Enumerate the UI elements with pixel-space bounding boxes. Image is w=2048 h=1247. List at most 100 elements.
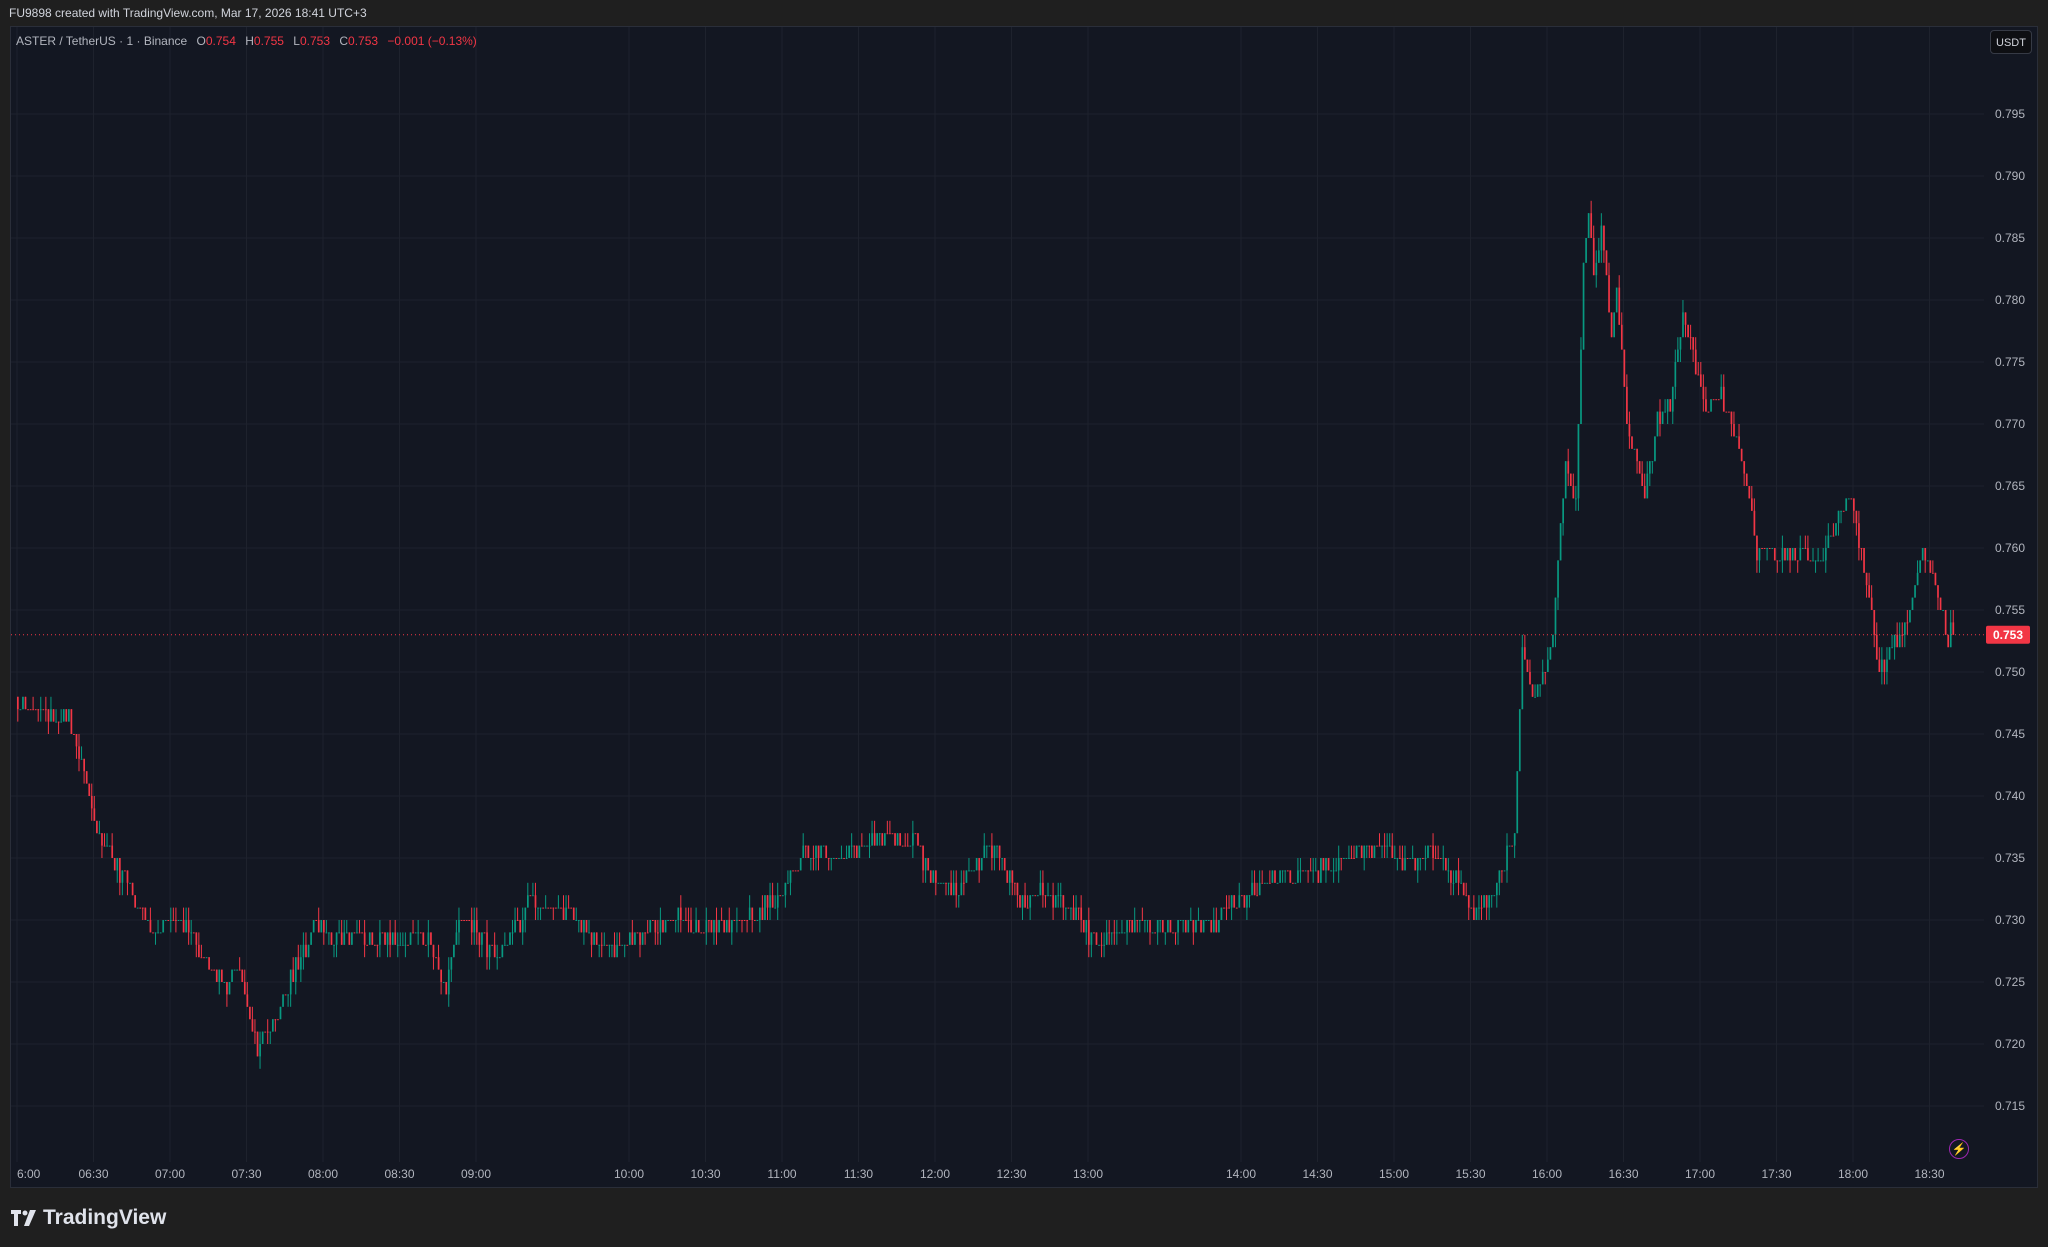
candle-body (631, 932, 634, 945)
candle-body (687, 920, 690, 921)
candle-body (259, 1044, 261, 1057)
candle-body (1151, 932, 1154, 934)
candle-body (1286, 870, 1289, 872)
candle-body (957, 895, 960, 897)
candle-body (1817, 560, 1819, 562)
candle-body (1947, 634, 1950, 648)
candle-body (1924, 548, 1927, 561)
candle-body (876, 833, 879, 846)
candle-body (1133, 920, 1136, 933)
candle-body (1373, 845, 1376, 858)
symbol-legend[interactable]: ASTER / TetherUS · 1 · Binance O0.754 H0… (16, 34, 477, 48)
candle-body (659, 920, 662, 933)
candle-body (1641, 473, 1644, 486)
candle-body (305, 944, 307, 958)
candle-body (1350, 858, 1353, 859)
tradingview-logo[interactable]: TradingView (11, 1206, 166, 1230)
candle-body (1804, 548, 1807, 549)
candle-body (129, 882, 131, 884)
candle-body (1855, 510, 1858, 524)
candle-body (641, 932, 644, 945)
time-tick-label: 18:30 (1914, 1167, 1944, 1181)
candle-body (430, 932, 432, 945)
candle-body (90, 796, 93, 809)
candle-body (1317, 870, 1320, 883)
candle-body (1123, 932, 1126, 934)
candle-body (1110, 932, 1113, 934)
candle-body (1738, 436, 1740, 449)
candle-body (1531, 684, 1534, 697)
candle-body (1618, 287, 1621, 325)
candle-body (371, 932, 374, 945)
candle-body (1909, 610, 1911, 623)
candle-body (1322, 858, 1325, 871)
candle-body (124, 870, 126, 872)
candle-body (853, 845, 856, 847)
candle-body (167, 920, 170, 921)
candle-body (1156, 920, 1159, 933)
candle-body (1223, 907, 1225, 909)
candle-body (560, 907, 562, 909)
candle-body (692, 932, 695, 934)
candle-body (1337, 858, 1340, 871)
time-tick-label: 14:00 (1226, 1167, 1256, 1181)
candle-body (970, 870, 973, 872)
candle-body (376, 944, 379, 946)
candle-body (1878, 659, 1881, 672)
candle-body (458, 920, 460, 933)
candle-body (147, 920, 149, 921)
candle-body (889, 833, 891, 835)
candle-body (1001, 858, 1003, 859)
candle-body (932, 870, 935, 883)
candle-body (1386, 845, 1389, 847)
candle-body (955, 882, 958, 896)
candle-body (753, 920, 756, 921)
candle-body (1348, 858, 1350, 859)
candle-body (1860, 548, 1863, 549)
candle-body (725, 920, 728, 933)
candle-body (1896, 634, 1899, 648)
candle-body (886, 833, 889, 835)
candle-body (1776, 560, 1779, 562)
candle-body (323, 920, 325, 933)
candle-body (162, 920, 165, 933)
candle-body (412, 932, 414, 934)
lightning-icon[interactable]: ⚡ (1949, 1139, 1969, 1159)
candle-body (60, 721, 63, 723)
candle-body (820, 845, 822, 858)
candle-body (1149, 920, 1151, 933)
candle-body (1427, 845, 1429, 858)
candle-body (1768, 548, 1771, 549)
candle-body (1516, 771, 1519, 834)
price-tick-label: 0.755 (1995, 603, 2025, 617)
candle-body (534, 895, 537, 908)
top-bar: FU9898 created with TradingView.com, Mar… (0, 0, 2048, 26)
time-tick-label: 08:00 (308, 1167, 338, 1181)
candle-body (272, 1019, 274, 1032)
candle-body (45, 709, 47, 711)
candle-body (300, 957, 302, 970)
candle-body (519, 920, 522, 933)
candle-body (980, 858, 983, 871)
candle-body (759, 907, 761, 920)
currency-button[interactable]: USDT (1990, 30, 2032, 54)
candle-body (838, 858, 840, 859)
candle-body (1218, 920, 1220, 933)
candle-body (646, 932, 649, 934)
candle-body (613, 944, 616, 958)
candle-body (1702, 386, 1705, 400)
candle-body (1261, 882, 1264, 884)
candle-body (978, 858, 981, 871)
candle-body (1246, 895, 1248, 908)
candle-body (527, 895, 529, 908)
open-label: O (196, 34, 206, 48)
candle-body (1225, 907, 1228, 909)
candle-body (159, 932, 162, 934)
candle-body (705, 920, 708, 933)
candle-body (1544, 672, 1547, 673)
candle-body (307, 944, 310, 958)
candle-body (1633, 448, 1636, 450)
candle-body (221, 969, 223, 982)
tradingview-logo-icon (11, 1210, 36, 1226)
